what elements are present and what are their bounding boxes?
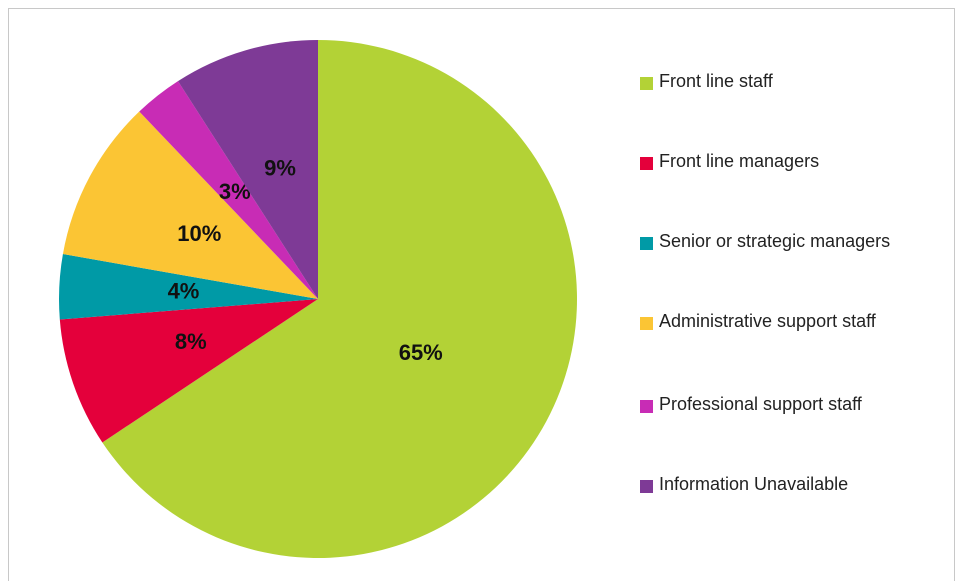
pie-slice	[58, 254, 318, 320]
data-label: 10%	[177, 221, 221, 246]
data-label: 4%	[168, 278, 200, 303]
legend-item: Senior or strategic managers	[640, 231, 940, 255]
pie-slice	[102, 40, 577, 558]
legend-item: Professional support staff	[640, 394, 940, 418]
legend-swatch	[640, 77, 653, 90]
legend-swatch	[640, 480, 653, 493]
legend-swatch	[640, 237, 653, 250]
pie-slice	[59, 299, 319, 443]
legend-swatch	[640, 317, 653, 330]
legend-label: Professional support staff	[659, 394, 862, 414]
chart-border	[8, 8, 955, 581]
pie-slice	[139, 81, 318, 300]
legend-swatch	[640, 157, 653, 170]
data-label: 9%	[264, 156, 296, 181]
legend-label: Senior or strategic managers	[659, 231, 891, 251]
data-label: 65%	[399, 340, 443, 365]
pie-slice	[62, 111, 319, 299]
legend-item: Administrative support staff	[640, 311, 940, 335]
legend-label: Administrative support staff	[659, 311, 876, 331]
legend-label: Front line staff	[659, 71, 773, 91]
legend-label: Front line managers	[659, 151, 820, 171]
legend-item: Information Unavailable	[640, 474, 940, 498]
legend-item: Front line managers	[640, 151, 940, 175]
legend-item: Front line staff	[640, 71, 940, 95]
legend-label: Information Unavailable	[659, 474, 849, 494]
pie-slice	[177, 40, 318, 299]
data-label: 8%	[175, 329, 207, 354]
legend-swatch	[640, 400, 653, 413]
